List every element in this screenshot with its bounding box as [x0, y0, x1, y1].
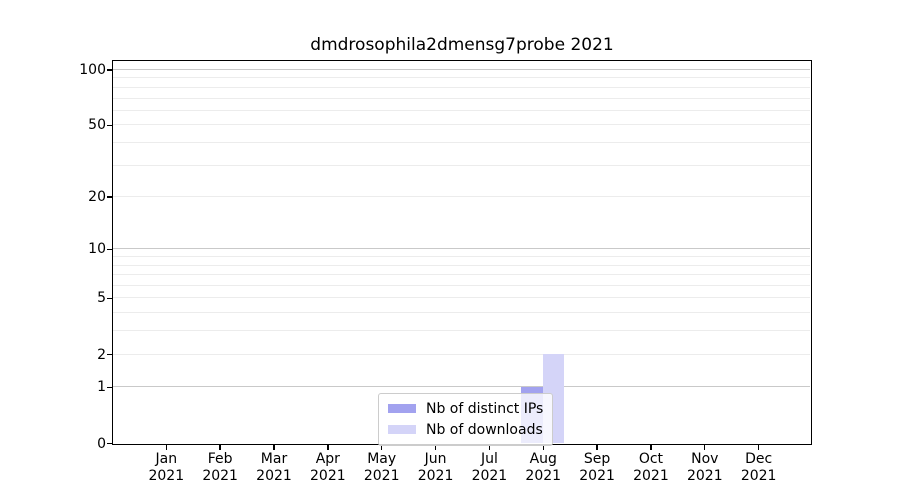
y-tick-mark [107, 196, 113, 198]
gridline-minor [113, 285, 810, 287]
x-tick-mark [650, 444, 652, 450]
gridline-minor [113, 312, 810, 314]
x-tick-label: Aug 2021 [525, 451, 562, 484]
x-tick-mark [542, 444, 544, 450]
x-tick-label: Jan 2021 [148, 451, 185, 484]
y-tick-label: 50 [88, 117, 106, 134]
gridline-minor [113, 264, 810, 266]
x-tick-label: Apr 2021 [310, 451, 346, 484]
y-tick-label: 5 [97, 290, 106, 307]
gridline-major [113, 68, 810, 70]
x-tick-label: Jul 2021 [471, 451, 508, 484]
x-tick-label: Nov 2021 [686, 451, 723, 484]
y-tick-mark [107, 442, 113, 445]
y-tick-label: 20 [88, 189, 106, 206]
gridline-minor [113, 353, 810, 355]
gridline-minor [113, 141, 810, 143]
x-tick-label: Feb 2021 [202, 451, 238, 484]
y-tick-mark [107, 353, 113, 356]
x-tick-mark [381, 444, 383, 450]
x-tick-label: Sep 2021 [579, 451, 615, 484]
x-tick-label: Oct 2021 [633, 451, 669, 484]
y-tick-mark [107, 69, 113, 71]
chart-title: dmdrosophila2dmensg7probe 2021 [310, 35, 614, 55]
x-tick-mark [219, 444, 221, 450]
y-tick-mark [107, 124, 113, 126]
x-tick-mark [273, 444, 275, 450]
y-tick-mark [107, 386, 113, 389]
gridline-minor [113, 256, 810, 258]
gridline-minor [113, 109, 810, 111]
bars-layer [113, 61, 810, 443]
y-tick-mark [107, 248, 113, 251]
x-tick-mark [434, 444, 437, 450]
y-tick-label: 1 [97, 379, 106, 396]
x-tick-label: Jun 2021 [417, 451, 454, 484]
x-tick-label: May 2021 [363, 451, 400, 484]
y-tick-label: 100 [79, 61, 106, 78]
y-tick-mark [107, 297, 113, 300]
x-tick-label: Dec 2021 [740, 451, 777, 484]
y-tick-label: 0 [97, 435, 106, 452]
gridline-major [113, 386, 810, 388]
y-tick-label: 10 [88, 241, 106, 258]
legend-swatch-downloads [388, 425, 416, 434]
x-tick-mark [704, 444, 706, 450]
x-tick-mark [165, 444, 167, 450]
legend: Nb of distinct IPs Nb of downloads [378, 393, 554, 446]
gridline-minor [113, 77, 810, 79]
legend-item-distinct-ips: Nb of distinct IPs [388, 398, 543, 419]
x-tick-mark [488, 444, 491, 450]
gridline-major [113, 248, 810, 250]
legend-label-downloads: Nb of downloads [426, 421, 543, 438]
x-tick-mark [327, 444, 329, 450]
gridline-minor [113, 86, 810, 88]
x-tick-mark [596, 444, 598, 450]
gridline-minor [113, 330, 810, 332]
legend-swatch-distinct-ips [388, 404, 416, 413]
gridline-minor [113, 274, 810, 276]
x-tick-mark [757, 444, 760, 450]
gridline-minor [113, 124, 810, 126]
legend-label-distinct-ips: Nb of distinct IPs [426, 400, 544, 417]
gridline-minor [113, 97, 810, 99]
y-tick-label: 2 [97, 346, 106, 363]
plot-area [112, 60, 812, 445]
grid-layer [113, 61, 810, 443]
legend-item-downloads: Nb of downloads [388, 419, 543, 440]
gridline-minor [113, 196, 810, 198]
gridline-minor [113, 164, 810, 166]
x-tick-label: Mar 2021 [256, 451, 292, 484]
gridline-minor [113, 297, 810, 299]
